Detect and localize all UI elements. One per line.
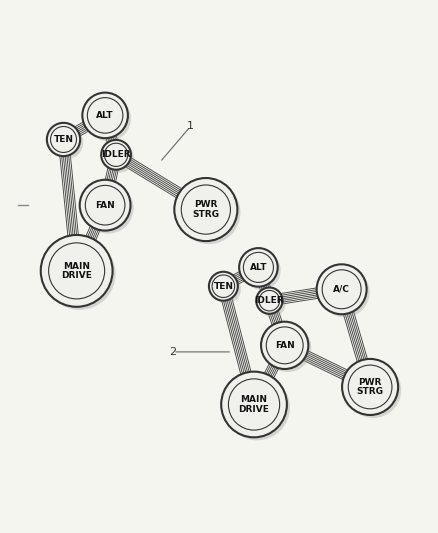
Text: IDLER: IDLER [254, 296, 284, 305]
Text: PWR
STRG: PWR STRG [357, 377, 384, 397]
Text: ALT: ALT [96, 111, 114, 120]
Text: ALT: ALT [250, 263, 267, 272]
Circle shape [47, 123, 80, 156]
Circle shape [259, 290, 286, 317]
Circle shape [174, 178, 237, 241]
Circle shape [85, 96, 131, 141]
Circle shape [50, 126, 83, 159]
Circle shape [80, 180, 131, 231]
Circle shape [317, 264, 367, 314]
Circle shape [177, 181, 240, 244]
Circle shape [85, 185, 125, 225]
Circle shape [104, 143, 128, 166]
Circle shape [104, 143, 134, 173]
Circle shape [229, 379, 279, 430]
Circle shape [221, 372, 287, 437]
Circle shape [259, 290, 279, 311]
Circle shape [224, 375, 290, 440]
Circle shape [266, 327, 303, 364]
Text: IDLER: IDLER [101, 150, 131, 159]
Circle shape [82, 93, 128, 138]
Circle shape [348, 365, 392, 409]
Circle shape [101, 140, 131, 169]
Circle shape [87, 98, 123, 133]
Circle shape [50, 126, 77, 152]
Circle shape [181, 185, 230, 234]
Text: 1: 1 [187, 122, 194, 131]
Circle shape [49, 243, 105, 299]
Circle shape [209, 272, 238, 301]
Circle shape [342, 359, 398, 415]
Circle shape [261, 322, 308, 369]
Text: 2: 2 [170, 347, 177, 357]
Circle shape [256, 287, 283, 314]
Circle shape [345, 362, 401, 418]
Text: FAN: FAN [275, 341, 295, 350]
Circle shape [212, 275, 235, 297]
Text: TEN: TEN [53, 135, 74, 144]
Text: A/C: A/C [333, 285, 350, 294]
Circle shape [83, 183, 134, 233]
Circle shape [244, 252, 273, 282]
Circle shape [322, 270, 361, 309]
Circle shape [239, 248, 278, 287]
Text: FAN: FAN [95, 201, 115, 209]
Circle shape [320, 268, 370, 317]
Circle shape [242, 251, 281, 290]
Text: TEN: TEN [213, 282, 233, 290]
Text: MAIN
DRIVE: MAIN DRIVE [239, 395, 269, 414]
Text: MAIN
DRIVE: MAIN DRIVE [61, 262, 92, 280]
Circle shape [264, 325, 311, 372]
Circle shape [212, 275, 241, 304]
Circle shape [41, 235, 113, 307]
Circle shape [44, 238, 116, 310]
Text: PWR
STRG: PWR STRG [192, 200, 219, 219]
